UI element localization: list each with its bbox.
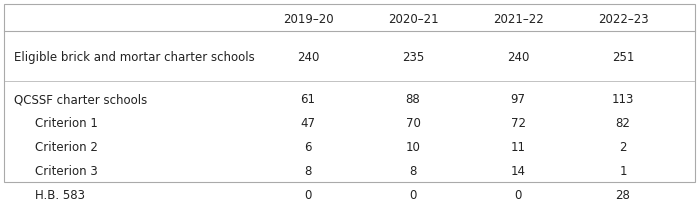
Text: 6: 6 xyxy=(304,141,312,154)
Text: 88: 88 xyxy=(405,93,421,106)
Text: Criterion 2: Criterion 2 xyxy=(35,141,98,154)
Text: H.B. 583: H.B. 583 xyxy=(35,189,85,200)
Text: 2019–20: 2019–20 xyxy=(283,13,333,26)
Text: 8: 8 xyxy=(410,165,416,178)
Text: 14: 14 xyxy=(510,165,526,178)
Text: 72: 72 xyxy=(510,117,526,130)
Text: 11: 11 xyxy=(510,141,526,154)
Text: Eligible brick and mortar charter schools: Eligible brick and mortar charter school… xyxy=(14,51,255,64)
Text: 0: 0 xyxy=(410,189,416,200)
Text: 1: 1 xyxy=(620,165,626,178)
Text: 240: 240 xyxy=(507,51,529,64)
Text: QCSSF charter schools: QCSSF charter schools xyxy=(14,93,147,106)
Text: 8: 8 xyxy=(304,165,312,178)
Text: 61: 61 xyxy=(300,93,316,106)
Text: 70: 70 xyxy=(405,117,421,130)
Text: 47: 47 xyxy=(300,117,316,130)
Text: 2021–22: 2021–22 xyxy=(493,13,543,26)
Text: 28: 28 xyxy=(615,189,631,200)
Text: 10: 10 xyxy=(405,141,421,154)
Text: 0: 0 xyxy=(304,189,312,200)
Text: 240: 240 xyxy=(297,51,319,64)
Text: 2020–21: 2020–21 xyxy=(388,13,438,26)
Text: 235: 235 xyxy=(402,51,424,64)
FancyBboxPatch shape xyxy=(4,4,695,182)
Text: 113: 113 xyxy=(612,93,634,106)
Text: Criterion 1: Criterion 1 xyxy=(35,117,98,130)
Text: 2: 2 xyxy=(620,141,626,154)
Text: 0: 0 xyxy=(514,189,522,200)
Text: Criterion 3: Criterion 3 xyxy=(35,165,98,178)
Text: 97: 97 xyxy=(510,93,526,106)
Text: 251: 251 xyxy=(612,51,634,64)
Text: 2022–23: 2022–23 xyxy=(598,13,648,26)
Text: 82: 82 xyxy=(615,117,631,130)
